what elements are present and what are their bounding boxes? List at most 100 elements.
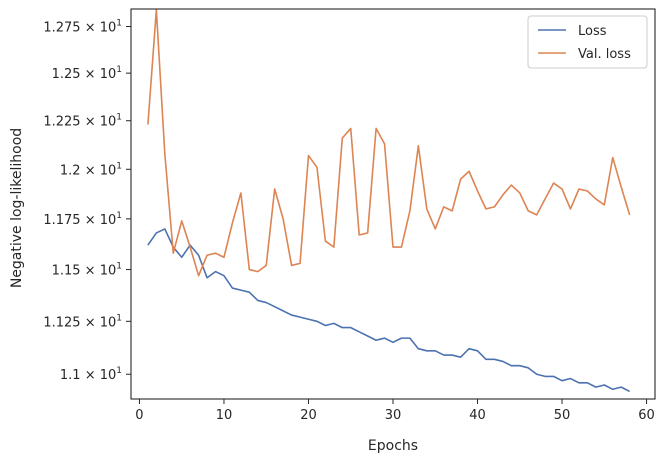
- data-point-val-loss: [358, 234, 360, 236]
- data-point-val-loss: [476, 190, 478, 192]
- data-point-loss: [628, 390, 630, 392]
- data-point-val-loss: [595, 198, 597, 200]
- x-tick-label: 0: [135, 408, 143, 423]
- data-point-loss: [468, 347, 470, 349]
- data-point-val-loss: [535, 214, 537, 216]
- data-point-val-loss: [459, 178, 461, 180]
- data-point-loss: [350, 326, 352, 328]
- data-point-loss: [333, 322, 335, 324]
- data-point-loss: [147, 244, 149, 246]
- data-point-loss: [341, 326, 343, 328]
- data-point-val-loss: [324, 240, 326, 242]
- data-point-val-loss: [628, 214, 630, 216]
- data-point-val-loss: [544, 198, 546, 200]
- data-point-val-loss: [578, 188, 580, 190]
- data-point-val-loss: [451, 210, 453, 212]
- data-point-loss: [451, 354, 453, 356]
- data-point-val-loss: [333, 246, 335, 248]
- data-point-val-loss: [214, 252, 216, 254]
- data-point-val-loss: [240, 192, 242, 194]
- data-point-loss: [586, 382, 588, 384]
- data-point-val-loss: [231, 222, 233, 224]
- data-point-val-loss: [612, 156, 614, 158]
- data-point-loss: [290, 314, 292, 316]
- data-point-loss: [493, 358, 495, 360]
- x-tick-label: 10: [216, 408, 233, 423]
- data-point-loss: [535, 373, 537, 375]
- data-point-loss: [265, 301, 267, 303]
- data-point-val-loss: [510, 184, 512, 186]
- data-point-loss: [181, 256, 183, 258]
- data-point-val-loss: [426, 208, 428, 210]
- data-point-loss: [257, 299, 259, 301]
- data-point-loss: [282, 310, 284, 312]
- y-tick-label: 1.1 × 101: [60, 366, 122, 383]
- data-point-loss: [366, 335, 368, 337]
- data-point-loss: [273, 306, 275, 308]
- data-point-val-loss: [409, 210, 411, 212]
- data-point-loss: [307, 318, 309, 320]
- data-point-val-loss: [519, 192, 521, 194]
- data-point-loss: [485, 358, 487, 360]
- x-tick-label: 60: [638, 408, 655, 423]
- legend-box: [527, 15, 648, 69]
- data-point-loss: [164, 228, 166, 230]
- data-point-val-loss: [307, 154, 309, 156]
- data-point-val-loss: [493, 206, 495, 208]
- y-axis: 1.1 × 101 1.125 × 101 1.15 × 101 1.175 × 10…: [43, 18, 131, 383]
- y-tick-label: 1.225 × 101: [43, 113, 122, 130]
- y-tick-label: 1.2 × 101: [60, 161, 122, 178]
- data-point-val-loss: [502, 194, 504, 196]
- data-point-val-loss: [290, 264, 292, 266]
- data-point-loss: [197, 254, 199, 256]
- data-point-val-loss: [206, 254, 208, 256]
- data-point-loss: [569, 377, 571, 379]
- data-point-val-loss: [273, 188, 275, 190]
- data-point-loss: [400, 337, 402, 339]
- data-point-loss: [527, 367, 529, 369]
- data-point-loss: [510, 364, 512, 366]
- series-line-loss: [147, 228, 631, 393]
- data-point-val-loss: [257, 270, 259, 272]
- data-point-loss: [443, 354, 445, 356]
- y-axis-label: Negative log-likelihood: [9, 128, 25, 288]
- data-point-val-loss: [223, 256, 225, 258]
- data-point-loss: [299, 316, 301, 318]
- data-point-val-loss: [485, 208, 487, 210]
- data-point-val-loss: [375, 127, 377, 129]
- data-point-val-loss: [569, 208, 571, 210]
- legend-label-val-loss: Val. loss: [578, 47, 631, 62]
- y-tick-label: 1.25 × 101: [52, 65, 122, 82]
- data-point-val-loss: [434, 228, 436, 230]
- x-tick-label: 30: [385, 408, 402, 423]
- y-tick-label: 1.15 × 101: [52, 262, 122, 279]
- x-tick-label: 50: [554, 408, 571, 423]
- x-axis-label: Epochs: [368, 438, 418, 454]
- data-point-loss: [409, 337, 411, 339]
- data-point-loss: [544, 375, 546, 377]
- data-point-val-loss: [392, 246, 394, 248]
- data-point-loss: [502, 360, 504, 362]
- data-point-val-loss: [620, 186, 622, 188]
- data-point-val-loss: [341, 137, 343, 139]
- data-point-val-loss: [282, 218, 284, 220]
- data-point-loss: [459, 356, 461, 358]
- data-point-loss: [155, 232, 157, 234]
- data-point-loss: [358, 331, 360, 333]
- data-point-val-loss: [172, 252, 174, 254]
- data-point-val-loss: [366, 232, 368, 234]
- data-point-loss: [595, 386, 597, 388]
- y-tick-label: 1.175 × 101: [43, 211, 122, 228]
- legend: Loss Val. loss: [527, 15, 648, 69]
- data-point-loss: [561, 379, 563, 381]
- data-point-loss: [519, 364, 521, 366]
- data-point-val-loss: [147, 123, 149, 125]
- data-point-val-loss: [603, 204, 605, 206]
- data-point-val-loss: [468, 170, 470, 172]
- data-point-val-loss: [443, 206, 445, 208]
- data-point-loss: [603, 384, 605, 386]
- data-point-val-loss: [527, 210, 529, 212]
- data-point-loss: [476, 350, 478, 352]
- data-point-loss: [316, 320, 318, 322]
